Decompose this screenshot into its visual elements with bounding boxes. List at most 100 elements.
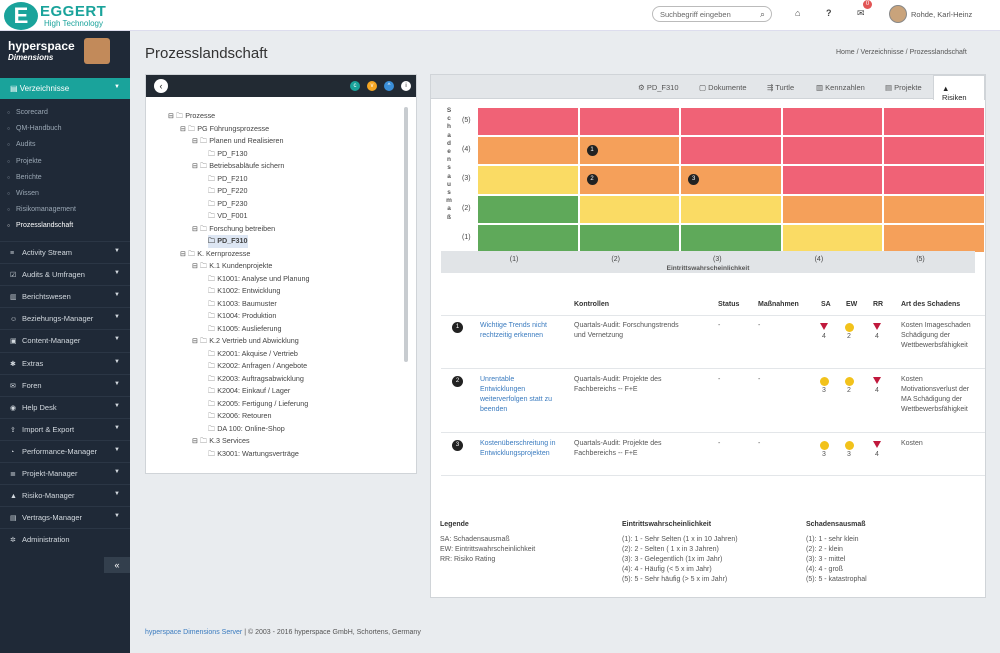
search-icon[interactable]: ⌕	[759, 9, 765, 19]
sidebar-item[interactable]: ✲ Administration	[0, 528, 130, 550]
tree-node[interactable]: 🗀 DA 100: Online-Shop	[208, 423, 285, 436]
tree-node[interactable]: ⊟ 🗀 K.1 Kundenprojekte	[192, 260, 272, 273]
sidebar-subitem[interactable]: Wissen	[7, 190, 39, 197]
sidebar-item[interactable]: ▲ Risiko-Manager ▼	[0, 484, 130, 506]
tree-node[interactable]: 🗀 PD_F210	[208, 173, 248, 186]
risk-marker[interactable]: 1	[586, 145, 598, 157]
tree-node[interactable]: 🗀 K2004: Einkauf / Lager	[208, 385, 290, 398]
tab-dokumente[interactable]: ▢ Dokumente	[699, 83, 747, 92]
sidebar-item[interactable]: ☺ Beziehungs-Manager ▼	[0, 307, 130, 329]
sidebar-subitem[interactable]: Prozesslandschaft	[7, 222, 73, 229]
matrix-cell[interactable]	[477, 194, 579, 224]
eggert-logo[interactable]: E EGGERT High Technology	[4, 2, 126, 30]
sidebar-item[interactable]: ▥ Berichtswesen ▼	[0, 285, 130, 307]
footer-link[interactable]: hyperspace Dimensions Server	[145, 629, 243, 636]
tree-node[interactable]: ⊟ 🗀 Planen und Realisieren	[192, 135, 284, 148]
home-icon[interactable]: ⌂	[795, 8, 801, 18]
sidebar-item[interactable]: ☑ Audits & Umfragen ▼	[0, 263, 130, 285]
sidebar-subitem[interactable]: Risikomanagement	[7, 206, 76, 213]
tree-node[interactable]: 🗀 VD_F001	[208, 210, 248, 223]
sidebar-item[interactable]: ⇪ Import & Export ▼	[0, 417, 130, 440]
tree-node[interactable]: 🗀 K2001: Akquise / Vertrieb	[208, 348, 298, 361]
sidebar-item[interactable]: ▤ Vertrags-Manager ▼	[0, 506, 130, 528]
tree-node[interactable]: ⊟ 🗀 K. Kernprozesse	[180, 248, 250, 261]
tree-scrollbar[interactable]	[404, 107, 408, 362]
risk-name-link[interactable]: Kostenüberschreitung in Entwicklungsproj…	[480, 440, 556, 457]
matrix-cell[interactable]	[883, 165, 985, 195]
tab-projekte[interactable]: ▤ Projekte	[885, 83, 922, 92]
tree-node[interactable]: 🗀 PD_F220	[208, 185, 248, 198]
sidebar-subitem[interactable]: QM-Handbuch	[7, 125, 61, 132]
tree-node[interactable]: 🗀 K1003: Baumuster	[208, 298, 277, 311]
matrix-cell[interactable]	[781, 136, 884, 166]
tab-pd_f310[interactable]: ⚙ PD_F310	[638, 83, 679, 92]
collapse-sidebar-button[interactable]: «	[104, 557, 130, 573]
matrix-cell[interactable]	[477, 223, 579, 253]
matrix-cell[interactable]	[781, 194, 884, 224]
tree-node[interactable]: 🗀 K3001: Wartungsverträge	[208, 448, 299, 461]
matrix-cell[interactable]	[680, 136, 782, 166]
sidebar-subitem[interactable]: Berichte	[7, 174, 42, 181]
search-input[interactable]: Suchbegriff eingeben ⌕	[652, 6, 772, 22]
sidebar-item[interactable]: ◔ Performance-Manager ▼	[0, 439, 130, 462]
matrix-cell[interactable]	[477, 136, 579, 166]
matrix-cell[interactable]	[883, 136, 985, 166]
help-icon[interactable]: ?	[826, 8, 832, 18]
matrix-cell[interactable]	[680, 194, 782, 224]
tree-node[interactable]: ⊟ 🗀 Forschung betreiben	[192, 223, 275, 236]
sidebar-subitem[interactable]: Projekte	[7, 158, 42, 165]
tree-node[interactable]: ⊟ 🗀 Prozesse	[168, 110, 215, 123]
matrix-cell[interactable]	[477, 107, 579, 137]
tree-node[interactable]: ⊟ 🗀 K.2 Vertrieb und Abwicklung	[192, 335, 299, 348]
risk-marker[interactable]: 2	[586, 174, 598, 186]
tree-node[interactable]: ⊟ 🗀 PG Führungsprozesse	[180, 123, 269, 136]
matrix-cell[interactable]	[781, 165, 884, 195]
tab-turtle[interactable]: ⇶ Turtle	[767, 83, 794, 92]
breadcrumb-home[interactable]: Home	[836, 49, 855, 56]
sidebar-item[interactable]: ▣ Content-Manager ▼	[0, 329, 130, 351]
sidebar-subitem[interactable]: Scorecard	[7, 109, 48, 116]
matrix-cell[interactable]	[883, 194, 985, 224]
sidebar-item-verzeichnisse[interactable]: ▤ Verzeichnisse ▼	[0, 78, 130, 99]
avatar[interactable]	[889, 5, 907, 23]
back-button[interactable]: ‹	[154, 79, 168, 93]
tree-node[interactable]: 🗀 K2002: Anfragen / Angebote	[208, 360, 307, 373]
sidebar-item[interactable]: ◉ Help Desk ▼	[0, 395, 130, 418]
risk-name-link[interactable]: Unrentable Entwicklungen weiterverfolgen…	[480, 376, 552, 413]
matrix-cell[interactable]	[781, 223, 884, 253]
sidebar-item[interactable]: ✱ Extras ▼	[0, 351, 130, 374]
tree-node[interactable]: 🗀 PD_F130	[208, 148, 248, 161]
user-name[interactable]: Rohde, Karl-Heinz	[911, 10, 973, 19]
tree-node[interactable]: 🗀 K2006: Retouren	[208, 410, 272, 423]
info-icon[interactable]: i	[401, 81, 411, 91]
tree-node[interactable]: 🗀 K1004: Produktion	[208, 310, 276, 323]
matrix-cell[interactable]	[578, 107, 681, 137]
tree-node[interactable]: 🗀 PD_F310	[208, 235, 248, 248]
matrix-cell[interactable]	[883, 223, 985, 253]
sidebar-item[interactable]: ≣ Projekt-Manager ▼	[0, 462, 130, 484]
tree-node[interactable]: ⊟ 🗀 Betriebsabläufe sichern	[192, 160, 284, 173]
tree-node[interactable]: 🗀 K1005: Auslieferung	[208, 323, 282, 336]
matrix-cell[interactable]	[477, 165, 579, 195]
mail-icon[interactable]: ✉	[857, 8, 865, 18]
sidebar-item[interactable]: ≡ Activity Stream ▼	[0, 241, 130, 263]
tab-risiken[interactable]: ▲ Risiken	[933, 75, 985, 102]
breadcrumb-verzeichnisse[interactable]: Verzeichnisse	[860, 49, 904, 56]
matrix-cell[interactable]	[578, 194, 681, 224]
tab-kennzahlen[interactable]: ▥ Kennzahlen	[816, 83, 865, 92]
matrix-cell[interactable]	[578, 223, 681, 253]
tree-node[interactable]: 🗀 PD_F230	[208, 198, 248, 211]
tree-node[interactable]: 🗀 K2005: Fertigung / Lieferung	[208, 398, 308, 411]
tree-node[interactable]: 🗀 K1002: Entwicklung	[208, 285, 280, 298]
matrix-cell[interactable]	[680, 223, 782, 253]
sidebar-item[interactable]: ✉ Foren ▼	[0, 373, 130, 396]
expand-icon[interactable]: v	[367, 81, 377, 91]
risk-name-link[interactable]: Wichtige Trends nicht rechtzeitig erkenn…	[480, 322, 547, 339]
refresh-icon[interactable]: c	[350, 81, 360, 91]
sidebar-subitem[interactable]: Audits	[7, 141, 36, 148]
tree-node[interactable]: 🗀 K2003: Auftragsabwicklung	[208, 373, 304, 386]
matrix-cell[interactable]	[883, 107, 985, 137]
matrix-cell[interactable]	[680, 107, 782, 137]
tree-node[interactable]: 🗀 K1001: Analyse und Planung	[208, 273, 310, 286]
matrix-cell[interactable]	[781, 107, 884, 137]
